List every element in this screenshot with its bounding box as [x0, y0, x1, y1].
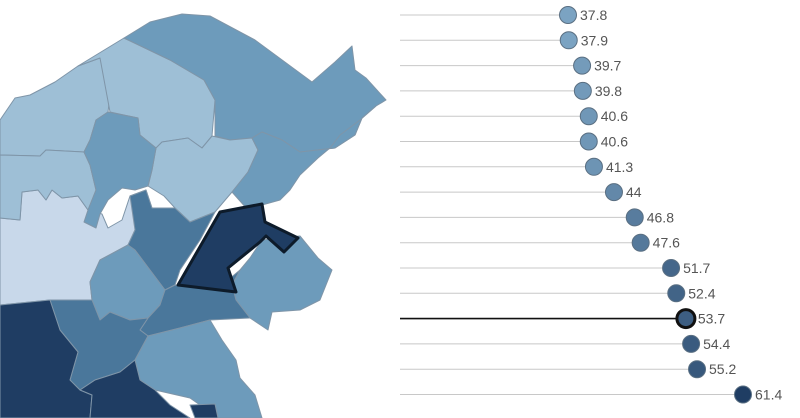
lollipop-dot[interactable]	[667, 284, 686, 303]
lollipop-value-label: 51.7	[683, 260, 710, 276]
lollipop-dot[interactable]	[559, 31, 578, 50]
lollipop-value-label: 37.8	[580, 7, 607, 23]
lollipop-value-label: 44	[626, 184, 642, 200]
lollipop-value-label: 47.6	[653, 235, 680, 251]
lollipop-dot[interactable]	[688, 360, 707, 379]
lollipop-dot[interactable]	[675, 308, 697, 330]
lollipop-value-label: 52.4	[688, 285, 715, 301]
lollipop-value-label: 53.7	[698, 311, 725, 327]
map-region-west-central[interactable]	[0, 149, 97, 221]
lollipop-value-label: 46.8	[647, 209, 674, 225]
lollipop-dot[interactable]	[734, 385, 752, 404]
map-region-far-southwest[interactable]	[0, 299, 93, 418]
lollipop-dot[interactable]	[682, 334, 701, 353]
lollipop-dot[interactable]	[631, 233, 650, 252]
lollipop-dot[interactable]	[573, 56, 592, 75]
lollipop-dot[interactable]	[584, 157, 603, 176]
lollipop-dot[interactable]	[573, 81, 592, 100]
map-region-highlighted[interactable]	[176, 202, 300, 294]
map-region-south-east-corner[interactable]	[189, 403, 219, 418]
lollipop-value-label: 39.8	[595, 83, 622, 99]
lollipop-dot[interactable]	[604, 183, 623, 202]
map-regions	[0, 13, 387, 418]
lollipop-dot[interactable]	[625, 208, 644, 227]
map-region-far-south[interactable]	[79, 359, 191, 418]
lollipop-value-label: 40.6	[601, 108, 628, 124]
lollipop-dot[interactable]	[579, 107, 598, 126]
region-map	[0, 13, 387, 418]
lollipop-value-label: 55.2	[709, 361, 736, 377]
map-region-east[interactable]	[231, 105, 377, 211]
lollipop-value-label: 61.4	[755, 387, 782, 403]
lollipop-value-label: 41.3	[606, 159, 633, 175]
lollipop-value-label: 54.4	[703, 336, 730, 352]
lollipop-dot[interactable]	[662, 259, 681, 277]
lollipop-value-label: 39.7	[594, 58, 621, 74]
map-region-central[interactable]	[83, 111, 157, 229]
lollipop-chart: 37.8 37.9 39.7 39.8 40.6 40.6 41.3 44 46.8 47.651…	[400, 6, 782, 404]
lollipop-value-label: 37.9	[581, 32, 608, 48]
lollipop-dot[interactable]	[579, 132, 598, 151]
lollipop-dot[interactable]	[559, 6, 577, 24]
lollipop-value-label: 40.6	[601, 134, 628, 150]
